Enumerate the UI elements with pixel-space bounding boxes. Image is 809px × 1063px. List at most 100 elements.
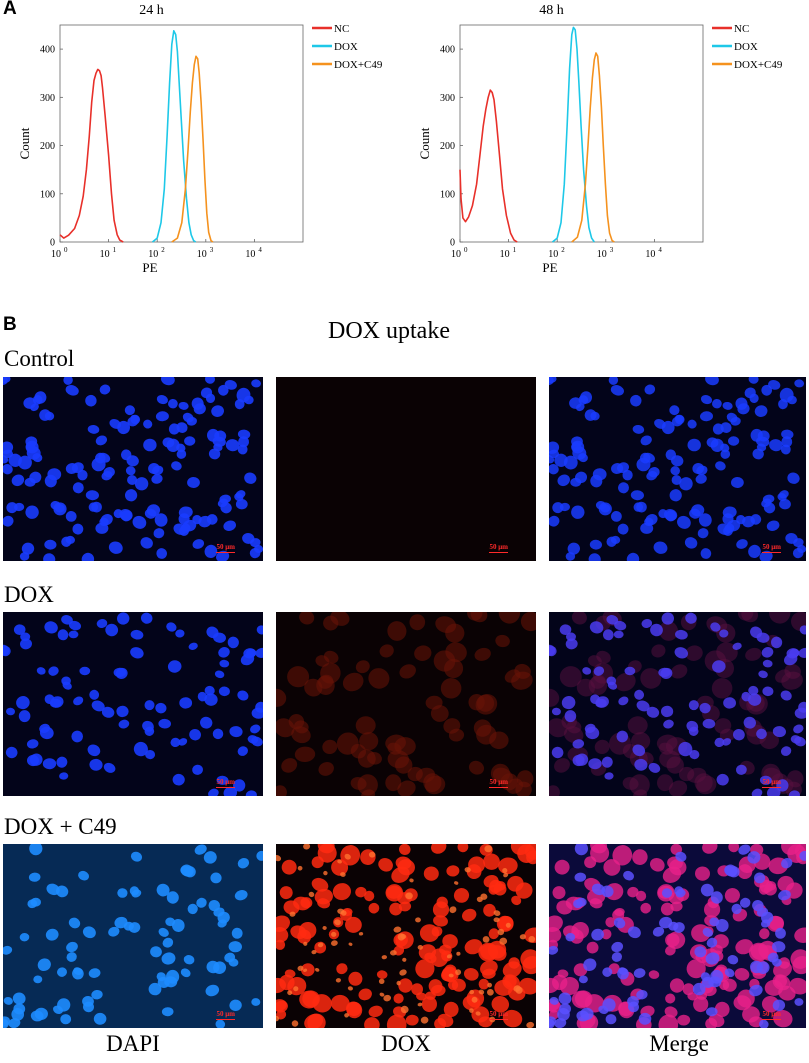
cell-nucleus — [134, 477, 149, 491]
cell-nucleus — [469, 989, 475, 995]
cell-nucleus — [176, 422, 188, 433]
cell-nucleus — [101, 471, 113, 481]
cell-nucleus — [705, 1017, 718, 1028]
cell-nucleus — [182, 412, 194, 423]
cell-nucleus — [756, 728, 767, 740]
cell-nucleus — [161, 952, 176, 965]
cell-nucleus — [549, 915, 563, 932]
cell-nucleus — [376, 970, 388, 979]
cell-nucleus — [144, 508, 157, 519]
series-line-dox — [551, 26, 595, 243]
cell-nucleus — [358, 932, 364, 936]
cell-nucleus — [233, 779, 246, 792]
cell-nucleus — [453, 887, 470, 903]
cell-nucleus — [768, 612, 791, 624]
cell-nucleus — [574, 990, 593, 1008]
cell-nucleus — [47, 468, 62, 481]
cell-nucleus — [91, 501, 102, 513]
cell-nucleus — [355, 886, 367, 898]
cell-nucleus — [505, 922, 511, 928]
cell-nucleus — [761, 646, 774, 658]
cell-nucleus — [664, 1006, 678, 1018]
cell-nucleus — [700, 548, 712, 559]
cell-nucleus — [200, 716, 213, 729]
x-tick-exponent: 4 — [658, 246, 662, 254]
cell-nucleus — [91, 700, 105, 712]
micrograph-doxc49-dapi: 50 μm — [3, 844, 263, 1028]
micrograph-control-dox: 50 μm — [276, 377, 536, 561]
cell-nucleus — [603, 859, 621, 876]
cell-nucleus — [117, 420, 131, 435]
cell-nucleus — [368, 902, 380, 914]
cell-nucleus — [493, 910, 501, 916]
x-tick-exponent: 3 — [610, 246, 614, 254]
cell-nucleus — [12, 992, 26, 1005]
cell-nucleus — [653, 541, 668, 554]
cell-nucleus — [213, 907, 225, 917]
cell-nucleus — [456, 951, 461, 956]
cell-nucleus — [464, 939, 483, 955]
cell-nucleus — [85, 490, 99, 501]
cell-nucleus — [498, 612, 521, 624]
cell-nucleus — [688, 700, 699, 711]
cell-nucleus — [705, 952, 720, 965]
cell-nucleus — [119, 509, 133, 521]
cell-nucleus — [650, 623, 663, 637]
cell-nucleus — [666, 756, 684, 774]
cell-nucleus — [63, 377, 73, 385]
y-tick-label: 0 — [450, 238, 455, 249]
cell-nucleus — [234, 890, 248, 901]
cell-nucleus — [140, 612, 153, 624]
cell-nucleus — [799, 625, 806, 635]
cell-nucleus — [337, 859, 342, 864]
cell-nucleus — [798, 701, 806, 713]
cell-nucleus — [462, 908, 477, 922]
cell-nucleus — [420, 1016, 429, 1024]
cell-nucleus — [3, 464, 13, 475]
cell-nucleus — [251, 998, 261, 1006]
cell-nucleus — [687, 419, 697, 429]
cell-nucleus — [723, 697, 736, 709]
cell-nucleus — [225, 439, 240, 452]
cell-nucleus — [612, 909, 625, 921]
cell-nucleus — [519, 934, 526, 940]
cell-nucleus — [714, 737, 725, 748]
cell-nucleus — [488, 928, 500, 940]
cell-nucleus — [386, 885, 402, 899]
cell-nucleus — [433, 650, 456, 672]
cell-nucleus — [3, 449, 13, 459]
cell-nucleus — [446, 865, 460, 877]
legend-label: DOX — [334, 41, 358, 53]
cell-nucleus — [674, 886, 684, 896]
cell-nucleus — [318, 762, 334, 776]
histogram-chart-24h: 24 h 0 100 200 300 400 10 0 10 1 10 2 10 3 10 4 PE Count N… — [0, 0, 400, 300]
cell-nucleus — [441, 950, 453, 962]
cell-nucleus — [743, 716, 756, 729]
cell-nucleus — [57, 967, 67, 977]
cell-nucleus — [348, 942, 353, 946]
cell-nucleus — [788, 790, 800, 796]
cell-nucleus — [614, 620, 627, 631]
cell-nucleus — [6, 502, 18, 514]
cell-nucleus — [446, 954, 452, 959]
cell-nucleus — [125, 489, 138, 502]
cell-nucleus — [237, 858, 250, 869]
cell-nucleus — [627, 886, 639, 898]
cell-nucleus — [433, 915, 448, 927]
cell-nucleus — [706, 1007, 718, 1017]
cell-nucleus — [385, 734, 406, 752]
y-tick-label: 400 — [440, 45, 455, 56]
cell-nucleus — [590, 694, 600, 705]
cell-nucleus — [569, 397, 582, 409]
cell-nucleus — [250, 538, 261, 548]
cell-nucleus — [766, 520, 780, 531]
cell-nucleus — [293, 720, 309, 734]
cell-nucleus — [699, 702, 711, 714]
chart-title: 24 h — [139, 3, 164, 18]
cell-nucleus — [633, 789, 648, 796]
cell-nucleus — [184, 436, 196, 446]
cell-nucleus — [661, 705, 674, 718]
cell-nucleus — [726, 412, 738, 423]
cell-nucleus — [561, 696, 576, 710]
